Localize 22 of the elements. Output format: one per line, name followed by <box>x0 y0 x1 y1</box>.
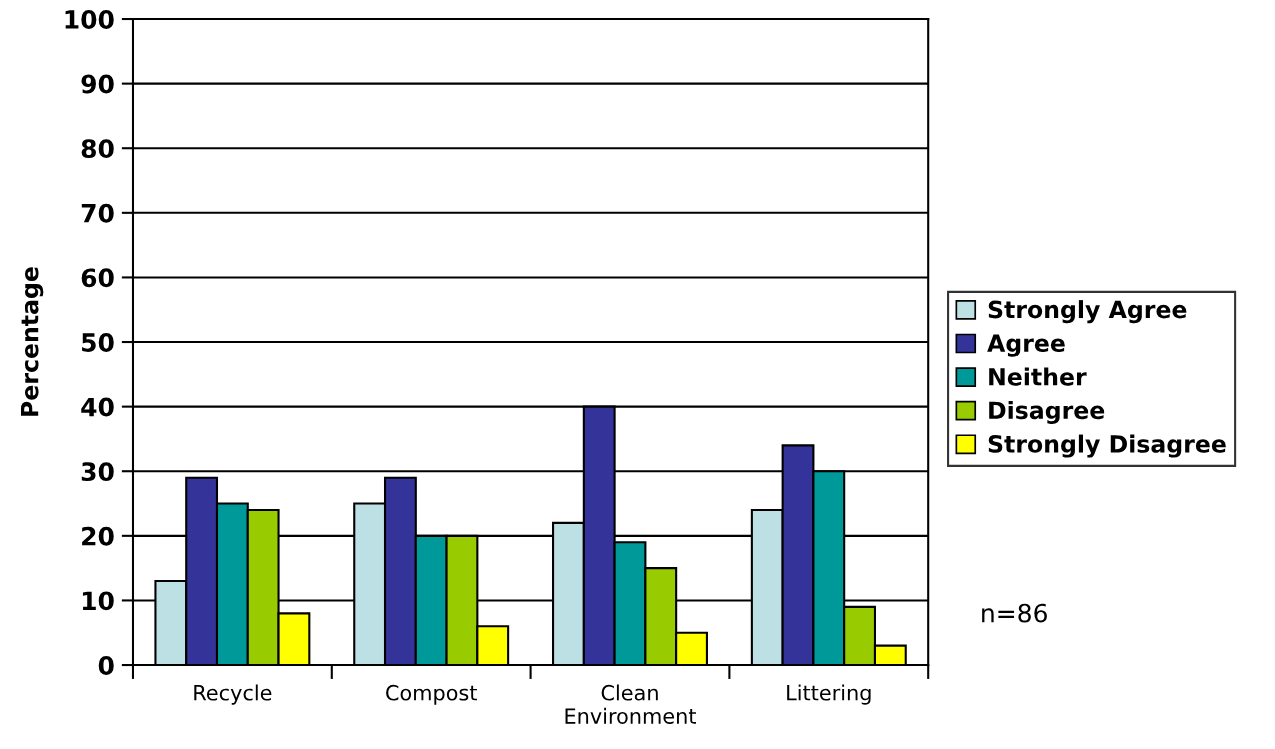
y-tick-label: 40 <box>81 397 114 417</box>
y-tick-label: 0 <box>98 655 114 675</box>
y-tick-label: 80 <box>81 139 114 159</box>
y-tick-label: 30 <box>81 462 114 482</box>
x-tick-label: Clean Environment <box>565 684 696 724</box>
legend-label: Agree <box>987 334 1065 357</box>
x-tick-label: Littering <box>787 684 871 705</box>
y-tick-label: 70 <box>81 203 114 223</box>
y-tick-label: 10 <box>82 591 114 611</box>
x-tick-label: Recycle <box>194 684 272 705</box>
y-tick-label: 50 <box>82 332 114 352</box>
y-tick-label: 60 <box>81 268 114 288</box>
y-axis-title: Percentage <box>20 267 44 416</box>
y-tick-label: 100 <box>65 9 114 29</box>
legend-label: Strongly Disagree <box>988 434 1226 458</box>
legend-label: Disagree <box>989 400 1105 424</box>
y-tick-label: 20 <box>82 526 114 546</box>
legend-label: Strongly Agree <box>988 300 1187 324</box>
y-tick-label: 90 <box>81 74 114 94</box>
legend-label: Neither <box>989 367 1087 386</box>
text: n=86 <box>982 603 1047 623</box>
x-tick-label: Compost <box>386 684 477 705</box>
